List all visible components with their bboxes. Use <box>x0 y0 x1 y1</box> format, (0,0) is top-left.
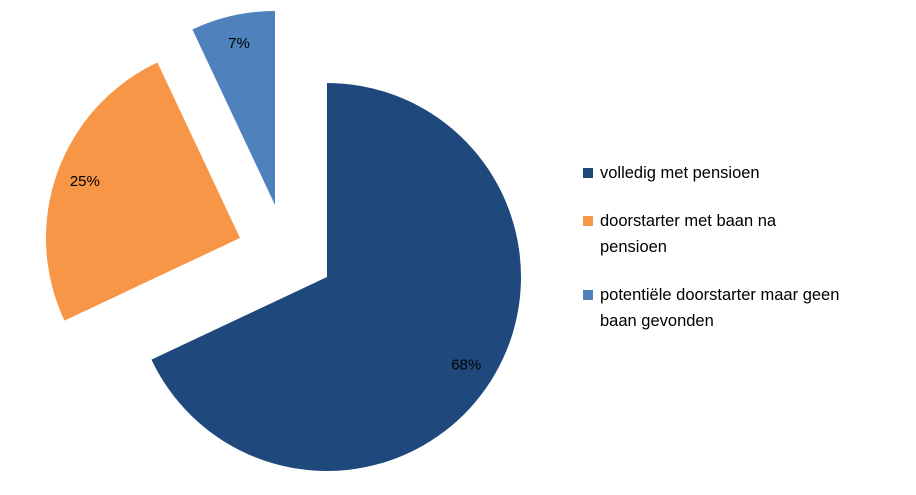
legend-swatch <box>583 216 593 226</box>
legend-swatch <box>583 290 593 300</box>
legend-item: volledig met pensioen <box>583 160 883 186</box>
pie-slice <box>45 62 240 321</box>
legend-item: potentiële doorstarter maar geen baan ge… <box>583 282 883 334</box>
data-label: 7% <box>228 35 250 52</box>
pie-slice <box>192 10 275 205</box>
legend-label: volledig met pensioen <box>600 164 760 182</box>
data-label: 68% <box>451 356 481 373</box>
legend-label: doorstarter met baan na pensioen <box>600 212 777 256</box>
legend-item: doorstarter met baan na pensioen <box>583 208 883 260</box>
legend-swatch <box>583 168 593 178</box>
legend: volledig met pensioen doorstarter met baa… <box>583 160 883 334</box>
pie-slice <box>151 83 521 471</box>
data-label: 25% <box>70 173 100 190</box>
legend-label: potentiële doorstarter maar geen baan ge… <box>600 286 840 330</box>
